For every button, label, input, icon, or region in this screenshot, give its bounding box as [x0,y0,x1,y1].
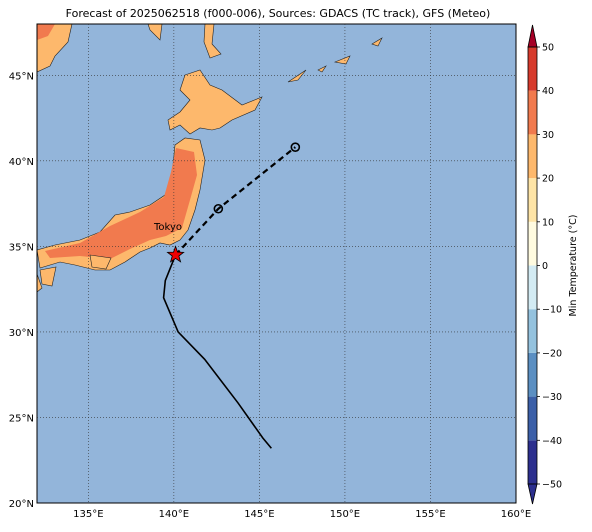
y-tick-label: 40°N [9,157,34,168]
forecast-track [174,146,297,256]
colorbar-segment [528,178,537,222]
forecast-point [290,142,301,152]
x-tick-label: 145°E [244,509,274,520]
title: Forecast of 2025062518 (f000-006), Sourc… [66,7,491,20]
x-tick-label: 160°E [501,509,531,520]
y-tick-label: 45°N [9,71,34,82]
land [36,23,383,293]
colorbar-segment [528,309,537,353]
colorbar-segment [528,352,537,397]
colorbar-tick-label: −20 [542,348,562,359]
y-tick-label: 25°N [9,413,34,424]
colorbar-extend-low [527,483,538,505]
y-tick-label: 20°N [9,499,34,510]
colorbar-segment [528,396,537,441]
forecast-point [213,203,224,214]
past-track [162,254,272,449]
x-tick-label: 155°E [415,509,445,520]
colorbar-tick-label: 0 [542,261,548,272]
colorbar-tick-label: 10 [542,217,554,228]
colorbar-tick-label: 30 [542,130,554,141]
colorbar-tick-label: −10 [542,305,562,316]
x-tick-label: 135°E [73,509,103,520]
city-label: Tokyo [153,222,182,233]
colorbar-segment [528,134,537,179]
colorbar-tick-label: 40 [542,86,554,97]
colorbar-label: Min Temperature (°C) [568,215,579,317]
colorbar-tick-label: −30 [542,392,562,403]
x-tick-label: 140°E [159,509,189,520]
colorbar-tick-label: −40 [542,436,562,447]
colorbar-tick-label: −50 [542,480,562,491]
colorbar-tick-label: 20 [542,174,554,185]
colorbar-segment [528,221,537,266]
colorbar-segment [528,90,537,135]
map-frame [36,23,517,504]
colorbar-segment [528,47,537,91]
colorbar-segment [528,440,537,484]
colorbar-tick-label: 50 [542,43,554,54]
x-tick-label: 150°E [330,509,360,520]
colorbar-segment [528,265,537,310]
y-tick-label: 35°N [9,242,34,253]
colorbar-extend-high [527,24,538,48]
y-tick-label: 30°N [9,328,34,339]
current-position [166,245,185,263]
